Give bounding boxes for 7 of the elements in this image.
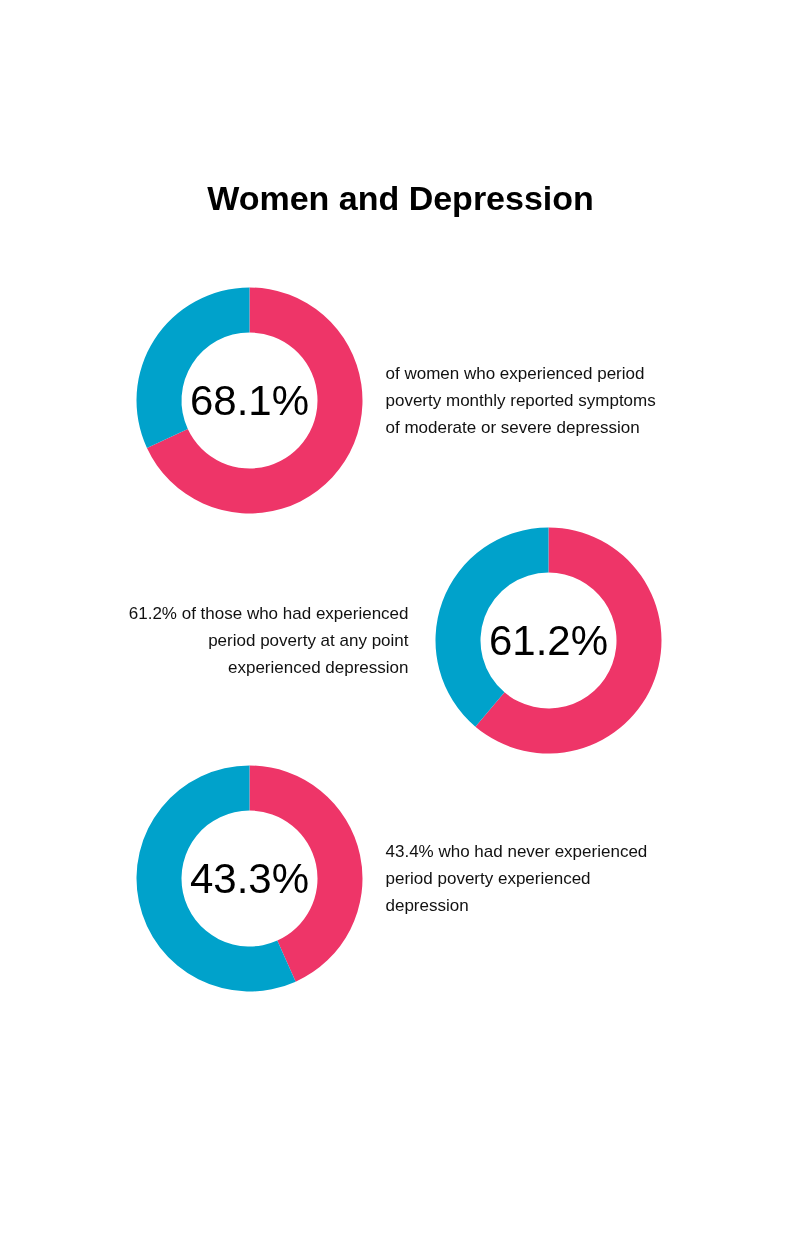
text: 61.2% <box>488 617 609 664</box>
text: 61.2% of those who had experienced period poverty at any point experienced depression <box>128 604 409 677</box>
text: 43.4% who had never experienced period poverty experienced depression <box>385 842 648 915</box>
text: of women who experienced period poverty monthly reported symptoms of moderate or severe depression <box>385 364 656 437</box>
chart-title: Women and Depression <box>207 178 594 217</box>
text: 43.3% <box>189 855 310 902</box>
text: 68.1% <box>189 377 310 424</box>
